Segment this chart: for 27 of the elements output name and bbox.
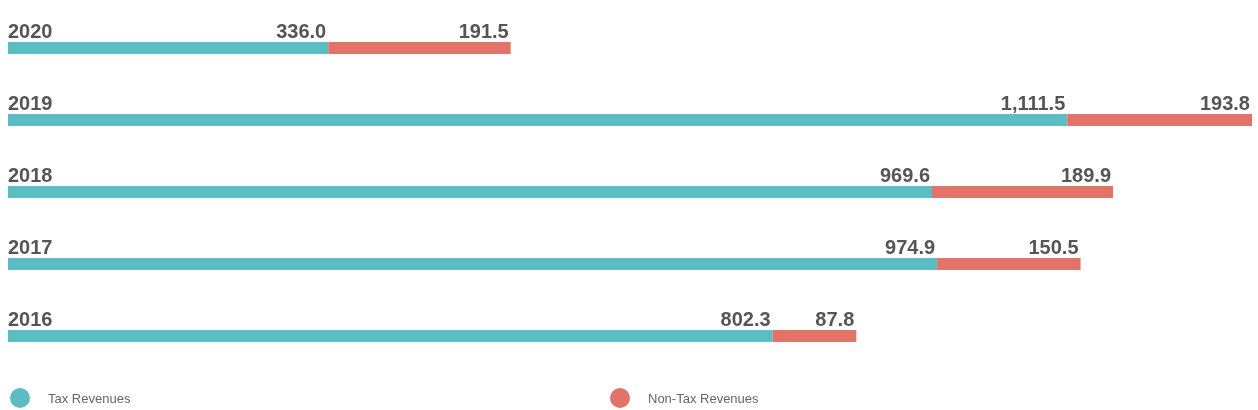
y-tick-label: 2017 — [8, 236, 53, 258]
y-tick-label: 2018 — [8, 164, 53, 186]
bar — [8, 186, 933, 198]
bar — [937, 258, 1081, 270]
legend-label: Tax Revenues — [48, 391, 131, 406]
data-label: 336.0 — [276, 20, 327, 42]
bar — [8, 258, 938, 270]
data-label: 802.3 — [720, 308, 771, 330]
data-label: 191.5 — [458, 20, 509, 42]
data-label: 1,111.5 — [1000, 92, 1066, 114]
bar — [8, 42, 329, 54]
data-label: 150.5 — [1028, 236, 1079, 258]
data-label: 969.6 — [880, 164, 931, 186]
data-label: 193.8 — [1199, 92, 1250, 114]
y-tick-label: 2019 — [8, 92, 53, 114]
data-label: 87.8 — [815, 308, 855, 330]
bar — [772, 330, 857, 342]
bar — [8, 330, 773, 342]
y-tick-label: 2016 — [8, 308, 53, 330]
bar — [932, 186, 1114, 198]
bar — [328, 42, 511, 54]
data-label: 974.9 — [885, 236, 936, 258]
bar — [8, 114, 1068, 126]
legend-label: Non-Tax Revenues — [648, 391, 760, 406]
data-label: 189.9 — [1060, 164, 1112, 186]
bar — [1067, 114, 1252, 126]
y-tick-label: 2020 — [8, 20, 53, 42]
